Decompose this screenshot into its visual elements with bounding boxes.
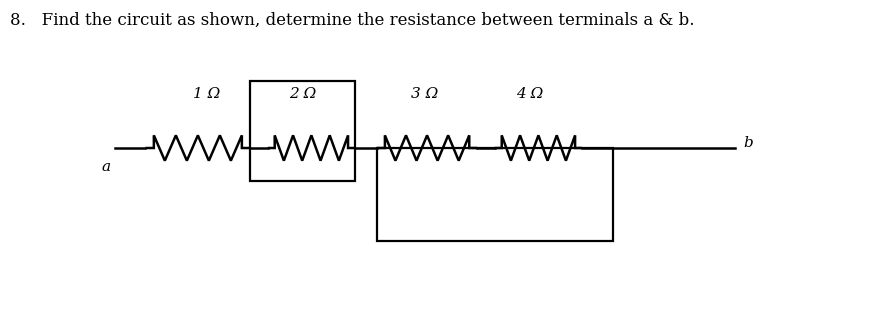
Text: b: b (743, 136, 753, 150)
Text: 2 Ω: 2 Ω (289, 87, 316, 101)
Text: 1 Ω: 1 Ω (193, 87, 220, 101)
Bar (250, 81, 355, 181)
Text: 3 Ω: 3 Ω (411, 87, 439, 101)
Text: 4 Ω: 4 Ω (516, 87, 543, 101)
Text: a: a (102, 160, 110, 174)
Bar (377, 148, 613, 241)
Text: 8.   Find the circuit as shown, determine the resistance between terminals a & b: 8. Find the circuit as shown, determine … (10, 11, 695, 28)
